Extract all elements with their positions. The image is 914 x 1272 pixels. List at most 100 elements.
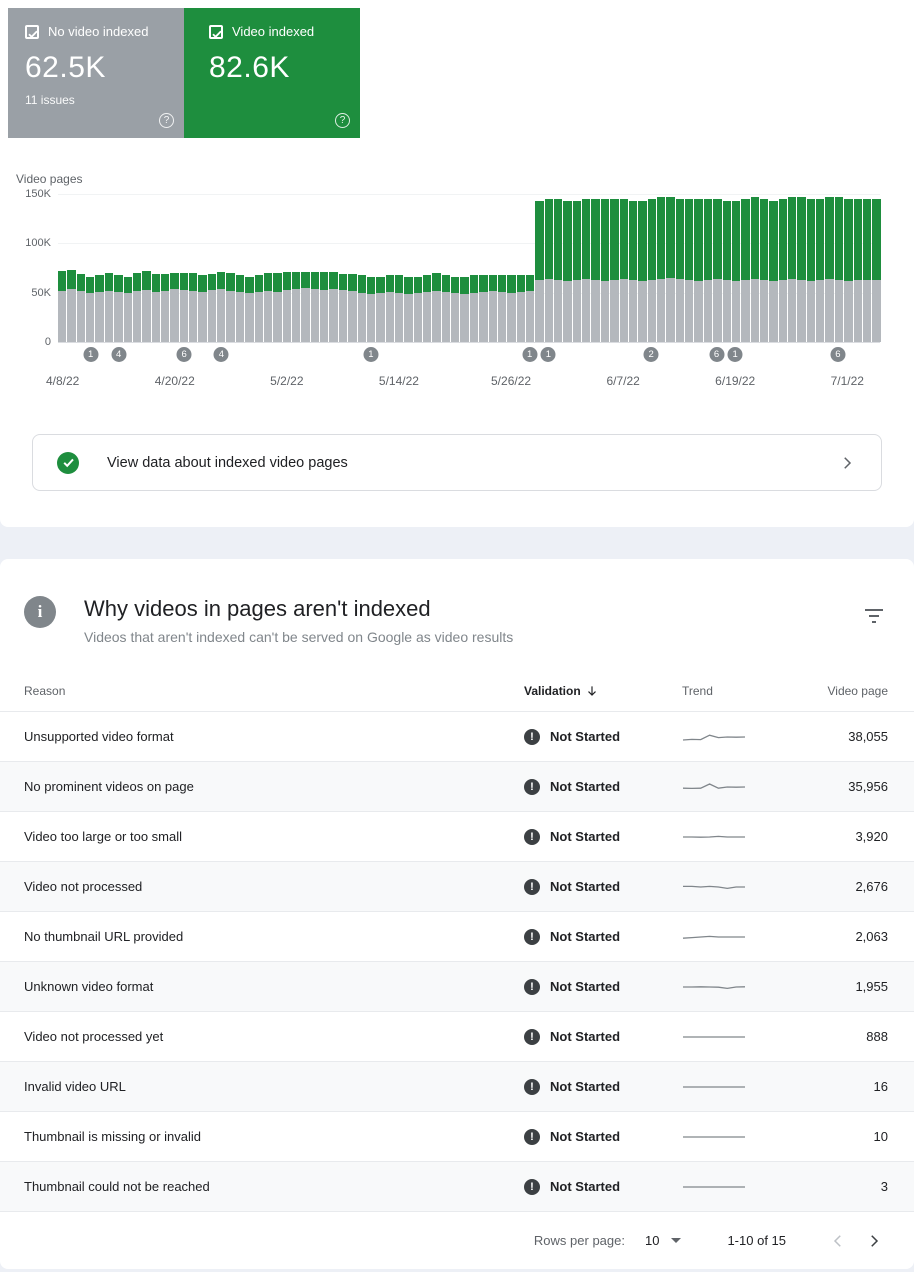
- chart-bar[interactable]: [469, 194, 479, 342]
- view-indexed-data-link[interactable]: View data about indexed video pages: [32, 434, 882, 491]
- chart-annotation-badge[interactable]: 6: [830, 347, 846, 362]
- chart-bar[interactable]: [797, 194, 806, 342]
- chart-bar[interactable]: [235, 194, 245, 342]
- chart-bar[interactable]: [722, 194, 731, 342]
- chart-bar[interactable]: [638, 194, 647, 342]
- help-icon[interactable]: ?: [335, 113, 350, 128]
- chart-bar[interactable]: [263, 194, 273, 342]
- table-row[interactable]: Thumbnail is missing or invalid! Not Star…: [0, 1111, 914, 1161]
- chart-bar[interactable]: [207, 194, 217, 342]
- table-row[interactable]: Video too large or too small! Not Started…: [0, 811, 914, 861]
- table-row[interactable]: Video not processed! Not Started 2,676: [0, 861, 914, 911]
- reason-cell[interactable]: Invalid video URL: [24, 1079, 126, 1094]
- chart-bar[interactable]: [834, 194, 844, 342]
- chart-bar[interactable]: [282, 194, 291, 342]
- chart-bar[interactable]: [554, 194, 563, 342]
- chart-bar[interactable]: [731, 194, 741, 342]
- chart-bar[interactable]: [441, 194, 451, 342]
- chart-bar[interactable]: [179, 194, 189, 342]
- chart-bar[interactable]: [479, 194, 488, 342]
- chart-bar[interactable]: [348, 194, 357, 342]
- chart-bar[interactable]: [825, 194, 834, 342]
- column-header-trend[interactable]: Trend: [682, 684, 713, 698]
- chart-bar[interactable]: [497, 194, 507, 342]
- chart-bar[interactable]: [516, 194, 525, 342]
- chart-bar[interactable]: [432, 194, 441, 342]
- reason-cell[interactable]: No thumbnail URL provided: [24, 929, 184, 944]
- chart-bar[interactable]: [591, 194, 600, 342]
- chart-bar[interactable]: [58, 194, 67, 342]
- chart-bar[interactable]: [376, 194, 385, 342]
- chart-bar[interactable]: [123, 194, 132, 342]
- chart-bar[interactable]: [675, 194, 685, 342]
- table-row[interactable]: Video not processed yet! Not Started 888: [0, 1011, 914, 1061]
- chart-bar[interactable]: [853, 194, 862, 342]
- chart-annotation-badge[interactable]: 6: [709, 347, 725, 362]
- chart-bar[interactable]: [872, 194, 881, 342]
- chart-annotation-badge[interactable]: 1: [363, 347, 379, 362]
- chart-bar[interactable]: [713, 194, 722, 342]
- chart-bar[interactable]: [657, 194, 666, 342]
- chart-bar[interactable]: [488, 194, 497, 342]
- chart-bar[interactable]: [460, 194, 469, 342]
- chevron-right-icon[interactable]: [835, 451, 859, 475]
- chart-bar[interactable]: [806, 194, 816, 342]
- chart-bar[interactable]: [816, 194, 825, 342]
- chart-bar[interactable]: [132, 194, 142, 342]
- reason-cell[interactable]: No prominent videos on page: [24, 779, 194, 794]
- chart-annotation-badge[interactable]: 6: [176, 347, 192, 362]
- chart-annotation-badge[interactable]: 1: [727, 347, 743, 362]
- rows-per-page-select[interactable]: 10: [645, 1233, 682, 1248]
- help-icon[interactable]: ?: [159, 113, 174, 128]
- table-row[interactable]: Thumbnail could not be reached! Not Start…: [0, 1161, 914, 1211]
- chart-bar[interactable]: [320, 194, 329, 342]
- chart-bar[interactable]: [572, 194, 582, 342]
- filter-icon[interactable]: [858, 600, 890, 632]
- chart-bar[interactable]: [385, 194, 394, 342]
- chart-bar[interactable]: [535, 194, 544, 342]
- chart-bar[interactable]: [685, 194, 694, 342]
- checkbox-icon[interactable]: [209, 24, 223, 39]
- table-row[interactable]: Unknown video format! Not Started 1,955: [0, 961, 914, 1011]
- chart-bar[interactable]: [394, 194, 404, 342]
- chart-bar[interactable]: [619, 194, 628, 342]
- chart-bar[interactable]: [544, 194, 554, 342]
- chart-bar[interactable]: [254, 194, 263, 342]
- chart-annotation-badge[interactable]: 2: [643, 347, 659, 362]
- chart-bar[interactable]: [189, 194, 198, 342]
- reason-cell[interactable]: Unsupported video format: [24, 729, 174, 744]
- chart-bar[interactable]: [366, 194, 376, 342]
- stat-card-video-indexed[interactable]: Video indexed 82.6K ?: [184, 8, 360, 138]
- chart-bar[interactable]: [413, 194, 423, 342]
- table-row[interactable]: Invalid video URL! Not Started 16: [0, 1061, 914, 1111]
- chart-bar[interactable]: [310, 194, 320, 342]
- next-page-button[interactable]: [856, 1223, 892, 1259]
- table-row[interactable]: No thumbnail URL provided! Not Started 2,0…: [0, 911, 914, 961]
- reason-cell[interactable]: Video not processed: [24, 879, 143, 894]
- chart-bar[interactable]: [338, 194, 348, 342]
- chart-bar[interactable]: [582, 194, 591, 342]
- chart-bar[interactable]: [291, 194, 301, 342]
- chart-bar[interactable]: [563, 194, 572, 342]
- chart-bar[interactable]: [703, 194, 713, 342]
- reason-cell[interactable]: Thumbnail is missing or invalid: [24, 1129, 202, 1144]
- chart-bar[interactable]: [160, 194, 170, 342]
- chart-bar[interactable]: [245, 194, 254, 342]
- stat-card-no-video-indexed[interactable]: No video indexed 62.5K 11 issues ?: [8, 8, 184, 138]
- chart-annotation-badge[interactable]: 1: [522, 347, 538, 362]
- chart-bar[interactable]: [610, 194, 619, 342]
- reason-cell[interactable]: Video not processed yet: [24, 1029, 164, 1044]
- chart-bar[interactable]: [151, 194, 160, 342]
- chart-bar[interactable]: [114, 194, 123, 342]
- reason-cell[interactable]: Video too large or too small: [24, 829, 183, 844]
- chart-bar[interactable]: [788, 194, 797, 342]
- column-header-video-page[interactable]: Video page: [827, 684, 888, 698]
- table-row[interactable]: No prominent videos on page! Not Started 3…: [0, 761, 914, 811]
- chart-bar[interactable]: [525, 194, 535, 342]
- chart-bar[interactable]: [451, 194, 460, 342]
- chart-bar[interactable]: [198, 194, 207, 342]
- chart-annotation-badge[interactable]: 1: [83, 347, 99, 362]
- chart-bar[interactable]: [273, 194, 282, 342]
- chart-bar[interactable]: [217, 194, 226, 342]
- chart-bar[interactable]: [844, 194, 853, 342]
